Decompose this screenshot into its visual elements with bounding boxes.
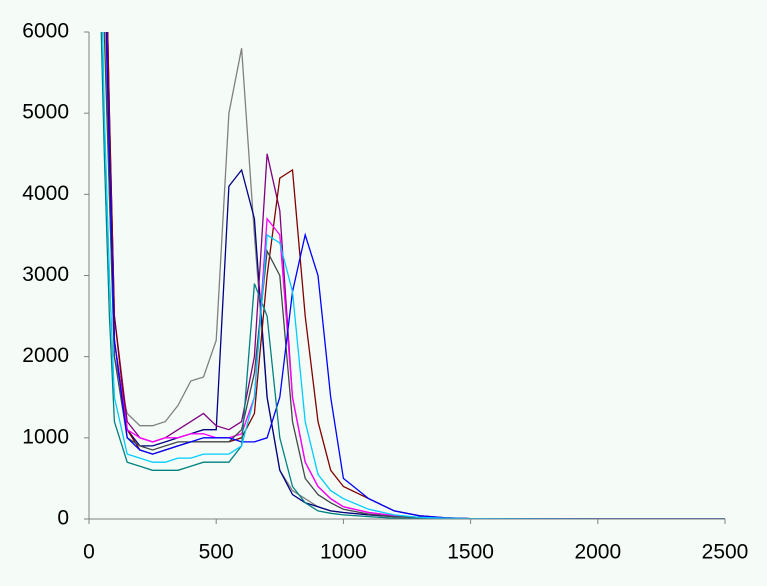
y-tick-label: 2000 <box>22 344 69 367</box>
x-tick-label: 1500 <box>447 541 494 564</box>
series-line <box>103 32 725 519</box>
y-tick-label: 5000 <box>22 101 69 124</box>
x-tick-label: 1000 <box>320 541 367 564</box>
y-tick-label: 1000 <box>22 425 69 448</box>
x-tick-label: 0 <box>83 541 95 564</box>
y-tick-label: 3000 <box>22 263 69 286</box>
y-tick-label: 0 <box>57 507 69 530</box>
series-line <box>105 32 725 519</box>
y-tick-label: 6000 <box>22 20 69 43</box>
y-tick-label: 4000 <box>22 182 69 205</box>
series-line <box>100 32 725 519</box>
x-tick-label: 500 <box>199 541 234 564</box>
x-tick-label: 2500 <box>702 541 749 564</box>
plot-area <box>100 32 725 519</box>
x-tick-label: 2000 <box>574 541 621 564</box>
series-line <box>101 32 725 519</box>
